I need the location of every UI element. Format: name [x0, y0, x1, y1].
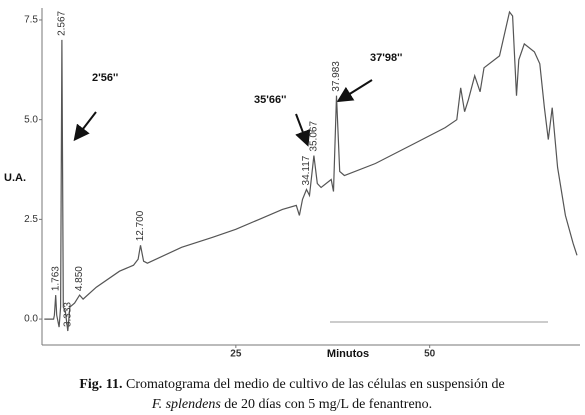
peak-label: 1.763 [50, 266, 61, 291]
annotation: 35'66'' [254, 94, 287, 106]
trace [44, 10, 578, 332]
caption-label: Fig. 11. [79, 377, 122, 392]
x-axis-label: Minutos [327, 348, 369, 360]
peak-label: 37.983 [331, 61, 342, 92]
caption-text: Cromatograma del medio de cultivo de las… [126, 377, 505, 392]
peak-label: 35.067 [309, 121, 320, 152]
peak-label: 12.700 [135, 210, 146, 241]
caption-line-1: Fig. 11. Cromatograma del medio de culti… [79, 377, 504, 392]
arrow [73, 111, 97, 142]
caption-text: de 20 días con 5 mg/L de fenantreno. [221, 397, 432, 412]
caption-species: F. splendens [151, 397, 222, 412]
arrow [295, 113, 311, 147]
y-axis-label: U.A. [4, 172, 26, 184]
peak-label: 3.333 [62, 302, 73, 327]
peak-label: 2.567 [57, 10, 68, 35]
caption-line-2: F. splendens de 20 días con 5 mg/L de fe… [151, 397, 432, 412]
y-tick-label: 5.0 [24, 114, 38, 125]
y-tick-label: 2.5 [24, 214, 38, 225]
x-tick-label: 25 [230, 349, 242, 360]
y-tick-label: 7.5 [24, 15, 38, 26]
annotation: 2'56'' [92, 72, 119, 84]
arrow [336, 79, 373, 103]
peak-label: 34.117 [301, 155, 312, 185]
peak-label: 4.850 [74, 266, 85, 291]
annotation: 37'98'' [370, 52, 403, 64]
y-tick-label: 0.0 [24, 314, 38, 325]
x-tick-label: 50 [424, 349, 436, 360]
